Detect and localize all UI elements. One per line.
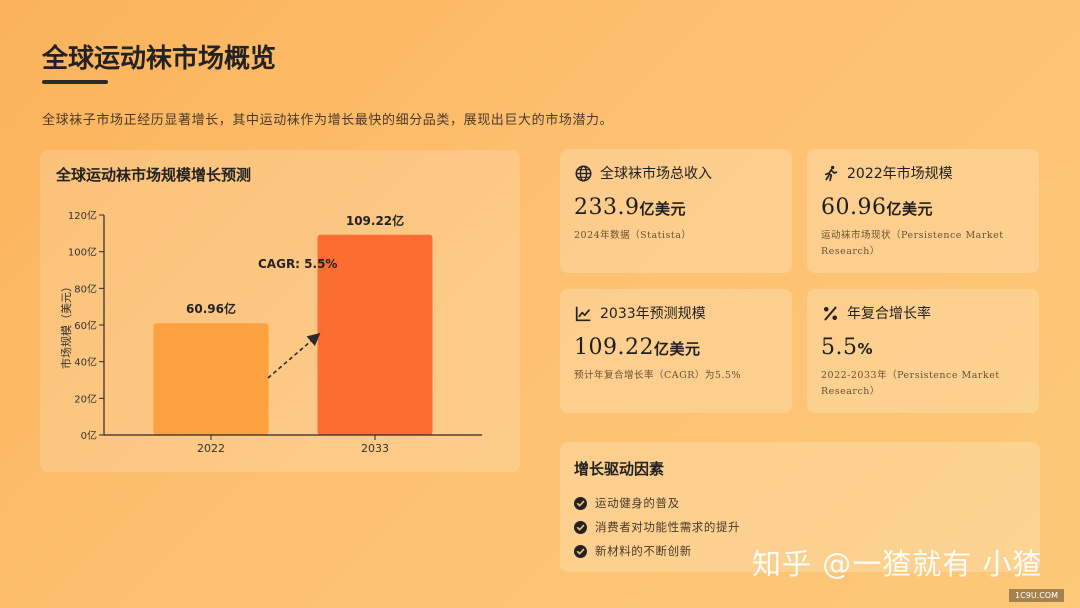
bar-data-label: 60.96亿 bbox=[186, 301, 236, 316]
check-circle-icon bbox=[574, 544, 587, 558]
drivers-list: 运动健身的普及 消费者对功能性需求的提升 新材料的不断创新 bbox=[574, 491, 1026, 563]
driver-text: 运动健身的普及 bbox=[595, 496, 680, 510]
running-icon bbox=[821, 164, 839, 182]
stat-value: 60.96 bbox=[821, 195, 887, 220]
y-tick-label: 120亿 bbox=[68, 209, 97, 222]
y-tick-label: 100亿 bbox=[68, 246, 97, 259]
stat-label: 全球袜市场总收入 bbox=[600, 166, 712, 182]
driver-text: 新材料的不断创新 bbox=[595, 544, 692, 558]
intro-text: 全球袜子市场正经历显著增长，其中运动袜作为增长最快的细分品类，展现出巨大的市场潜… bbox=[42, 113, 614, 128]
stat-note: 预计年复合增长率（CAGR）为5.5% bbox=[574, 370, 742, 381]
stat-card-2022-size: 2022年市场规模 60.96亿美元 运动袜市场现状（Persistence M… bbox=[807, 149, 1039, 273]
check-circle-icon bbox=[574, 520, 587, 534]
driver-text: 消费者对功能性需求的提升 bbox=[595, 520, 741, 534]
stat-value: 5.5 bbox=[821, 335, 858, 360]
list-item: 消费者对功能性需求的提升 bbox=[574, 515, 1026, 539]
stat-note: 运动袜市场现状（Persistence Market Research） bbox=[821, 230, 1004, 257]
y-tick-label: 80亿 bbox=[74, 282, 97, 295]
y-axis-label: 市场规模（美元） bbox=[59, 281, 73, 369]
chart-card: 全球运动袜市场规模增长预测 0亿 20亿 40亿 60亿 80亿 100亿 120亿 60.… bbox=[40, 150, 520, 472]
stat-card-cagr: 年复合增长率 5.5% 2022-2033年（Persistence Marke… bbox=[807, 289, 1039, 413]
chart-title: 全球运动袜市场规模增长预测 bbox=[56, 166, 252, 184]
stat-value: 109.22 bbox=[574, 335, 654, 360]
y-tick-label: 40亿 bbox=[74, 356, 97, 369]
stat-unit: % bbox=[857, 340, 874, 358]
check-circle-icon bbox=[574, 496, 587, 510]
stat-label: 2022年市场规模 bbox=[847, 166, 953, 182]
cagr-annotation: CAGR: 5.5% bbox=[258, 257, 337, 271]
bar-2022 bbox=[153, 323, 269, 435]
globe-icon bbox=[574, 164, 592, 182]
stat-unit: 亿美元 bbox=[653, 340, 701, 358]
line-chart-icon bbox=[574, 304, 592, 322]
growth-arrow bbox=[267, 332, 321, 379]
stat-label: 年复合增长率 bbox=[847, 306, 931, 322]
title-underline bbox=[42, 80, 108, 84]
drivers-title: 增长驱动因素 bbox=[574, 460, 665, 478]
list-item: 运动健身的普及 bbox=[574, 491, 1026, 515]
x-tick-label: 2033 bbox=[361, 442, 389, 455]
site-tag: 1C9U.COM bbox=[1009, 589, 1064, 602]
stat-value: 233.9 bbox=[574, 195, 640, 220]
stat-label: 2033年预测规模 bbox=[600, 306, 706, 322]
y-tick-label: 0亿 bbox=[81, 429, 97, 442]
bar-chart: 0亿 20亿 40亿 60亿 80亿 100亿 120亿 60.96亿 109.22亿 202… bbox=[59, 209, 482, 455]
x-tick-label: 2022 bbox=[197, 442, 225, 455]
growth-drivers-card: 增长驱动因素 运动健身的普及 消费者对功能性需求的提升 新材料的不断创新 bbox=[560, 442, 1040, 572]
bar-2033 bbox=[317, 234, 433, 435]
stat-card-2033-forecast: 2033年预测规模 109.22亿美元 预计年复合增长率（CAGR）为5.5% bbox=[560, 289, 792, 413]
watermark-text: 知乎 @一猹就有 小猹 bbox=[752, 547, 1043, 581]
y-tick-label: 20亿 bbox=[74, 392, 97, 405]
y-tick-label: 60亿 bbox=[74, 319, 97, 332]
percent-icon bbox=[821, 304, 839, 322]
stat-unit: 亿美元 bbox=[639, 200, 686, 218]
stat-note: 2024年数据（Statista） bbox=[574, 230, 692, 241]
stat-note: 2022-2033年（Persistence Market Research） bbox=[821, 370, 1000, 397]
list-item: 新材料的不断创新 bbox=[574, 539, 1026, 563]
stat-card-total-revenue: 全球袜市场总收入 233.9亿美元 2024年数据（Statista） bbox=[560, 149, 792, 273]
bar-data-label: 109.22亿 bbox=[346, 213, 404, 228]
stat-unit: 亿美元 bbox=[886, 200, 933, 218]
page-title: 全球运动袜市场概览 bbox=[42, 44, 277, 74]
